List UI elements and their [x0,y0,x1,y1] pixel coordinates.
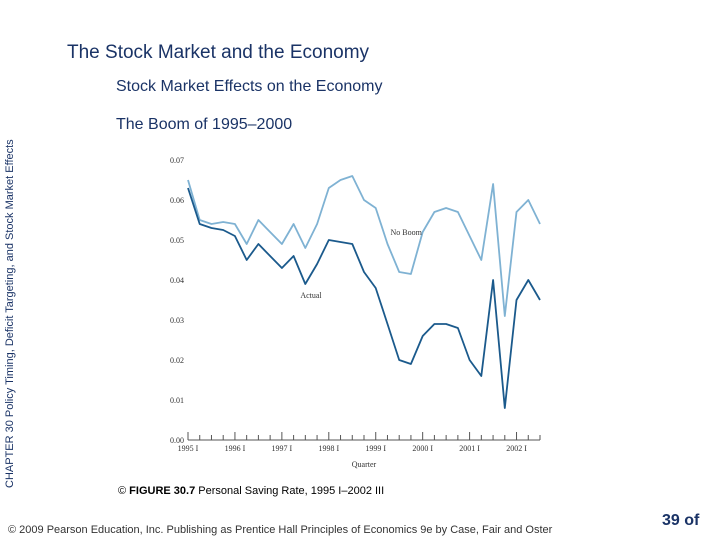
y-tick-label: 0.00 [170,436,184,445]
slide-title: The Stock Market and the Economy [67,42,370,63]
x-tick-label: 1998 I [318,444,339,453]
saving-rate-chart: 0.00 0.01 0.02 0.03 0.04 0.05 0.06 0.07 1995 I 19… [170,156,541,469]
footer-copyright: © 2009 Pearson Education, Inc. Publishin… [8,524,553,536]
x-axis-label: Quarter [352,460,377,469]
x-tick-label: 2000 I [412,444,433,453]
subtitle: The Boom of 1995–2000 [116,116,293,133]
figure-caption-text: Personal Saving Rate, 1995 I–2002 III [198,485,385,497]
x-tick-label: 1999 I [365,444,386,453]
figure-caption: © FIGURE 30.7 Personal Saving Rate, 1995… [118,485,384,497]
series-label-actual: Actual [300,291,322,300]
y-tick-label: 0.01 [170,396,184,405]
y-tick-label: 0.04 [170,276,184,285]
y-tick-label: 0.05 [170,236,184,245]
figure-label: FIGURE 30.7 [129,485,196,497]
y-tick-label: 0.07 [170,156,184,165]
series-line-actual [187,187,541,409]
chapter-side-text: CHAPTER 30 Policy Timing, Deficit Target… [4,139,16,488]
x-tick-label: 2001 I [459,444,480,453]
section-title: Stock Market Effects on the Economy [116,78,383,95]
x-tick-label: 1996 I [225,444,246,453]
series-label-no-boom: No Boom [390,228,422,237]
y-tick-label: 0.02 [170,356,184,365]
series-line-no-boom [187,175,541,317]
x-tick-label: 2002 I [506,444,527,453]
y-tick-label: 0.06 [170,196,184,205]
x-tick-label: 1995 I [178,444,199,453]
x-tick-label: 1997 I [272,444,293,453]
y-tick-label: 0.03 [170,316,184,325]
copyright-icon: © [118,485,127,497]
page-number: 39 of [662,512,700,529]
